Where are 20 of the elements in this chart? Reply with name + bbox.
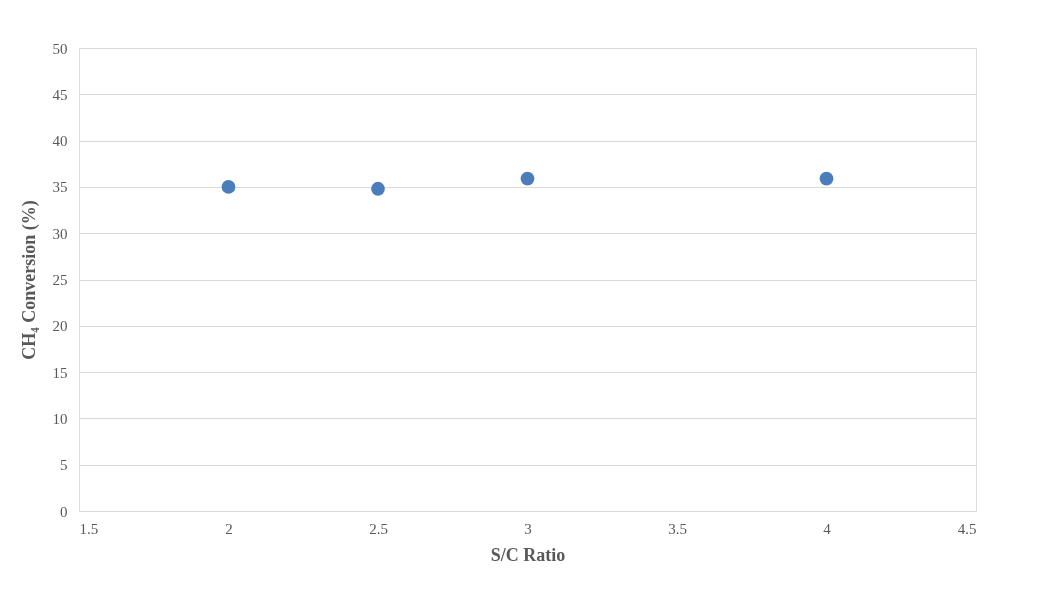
x-tick-label: 3.5 xyxy=(668,520,687,537)
y-axis-title: CH₄ Conversion (%) xyxy=(18,200,40,360)
y-tick-label: 35 xyxy=(52,179,68,196)
x-tick-label: 4.5 xyxy=(957,520,977,537)
y-tick-label: 5 xyxy=(60,457,68,474)
y-tick-label: 30 xyxy=(52,225,68,242)
y-tick-label: 0 xyxy=(60,503,68,520)
x-tick-label: 4 xyxy=(823,520,832,537)
y-tick-label: 45 xyxy=(52,86,68,103)
x-tick-label: 3 xyxy=(524,520,532,537)
y-tick-label: 50 xyxy=(52,40,68,57)
x-tick-label: 2 xyxy=(225,520,233,537)
y-tick-label: 40 xyxy=(52,133,68,150)
x-axis-title: S/C Ratio xyxy=(490,544,566,565)
y-tick-label: 10 xyxy=(52,410,68,427)
y-tick-label: 20 xyxy=(52,318,68,335)
y-tick-label: 15 xyxy=(52,364,68,381)
y-tick-label: 25 xyxy=(52,272,68,288)
x-tick-label: 1.5 xyxy=(79,520,99,537)
x-tick-label: 2.5 xyxy=(369,520,388,537)
